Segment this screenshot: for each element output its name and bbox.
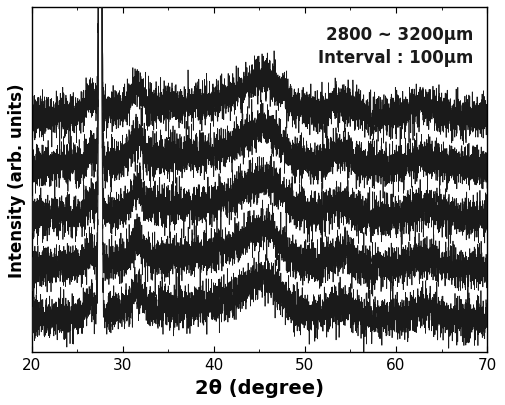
X-axis label: 2θ (degree): 2θ (degree) (195, 378, 324, 396)
Text: 2800 ~ 3200μm
Interval : 100μm: 2800 ~ 3200μm Interval : 100μm (318, 26, 473, 67)
Y-axis label: Intensity (arb. units): Intensity (arb. units) (9, 83, 26, 277)
